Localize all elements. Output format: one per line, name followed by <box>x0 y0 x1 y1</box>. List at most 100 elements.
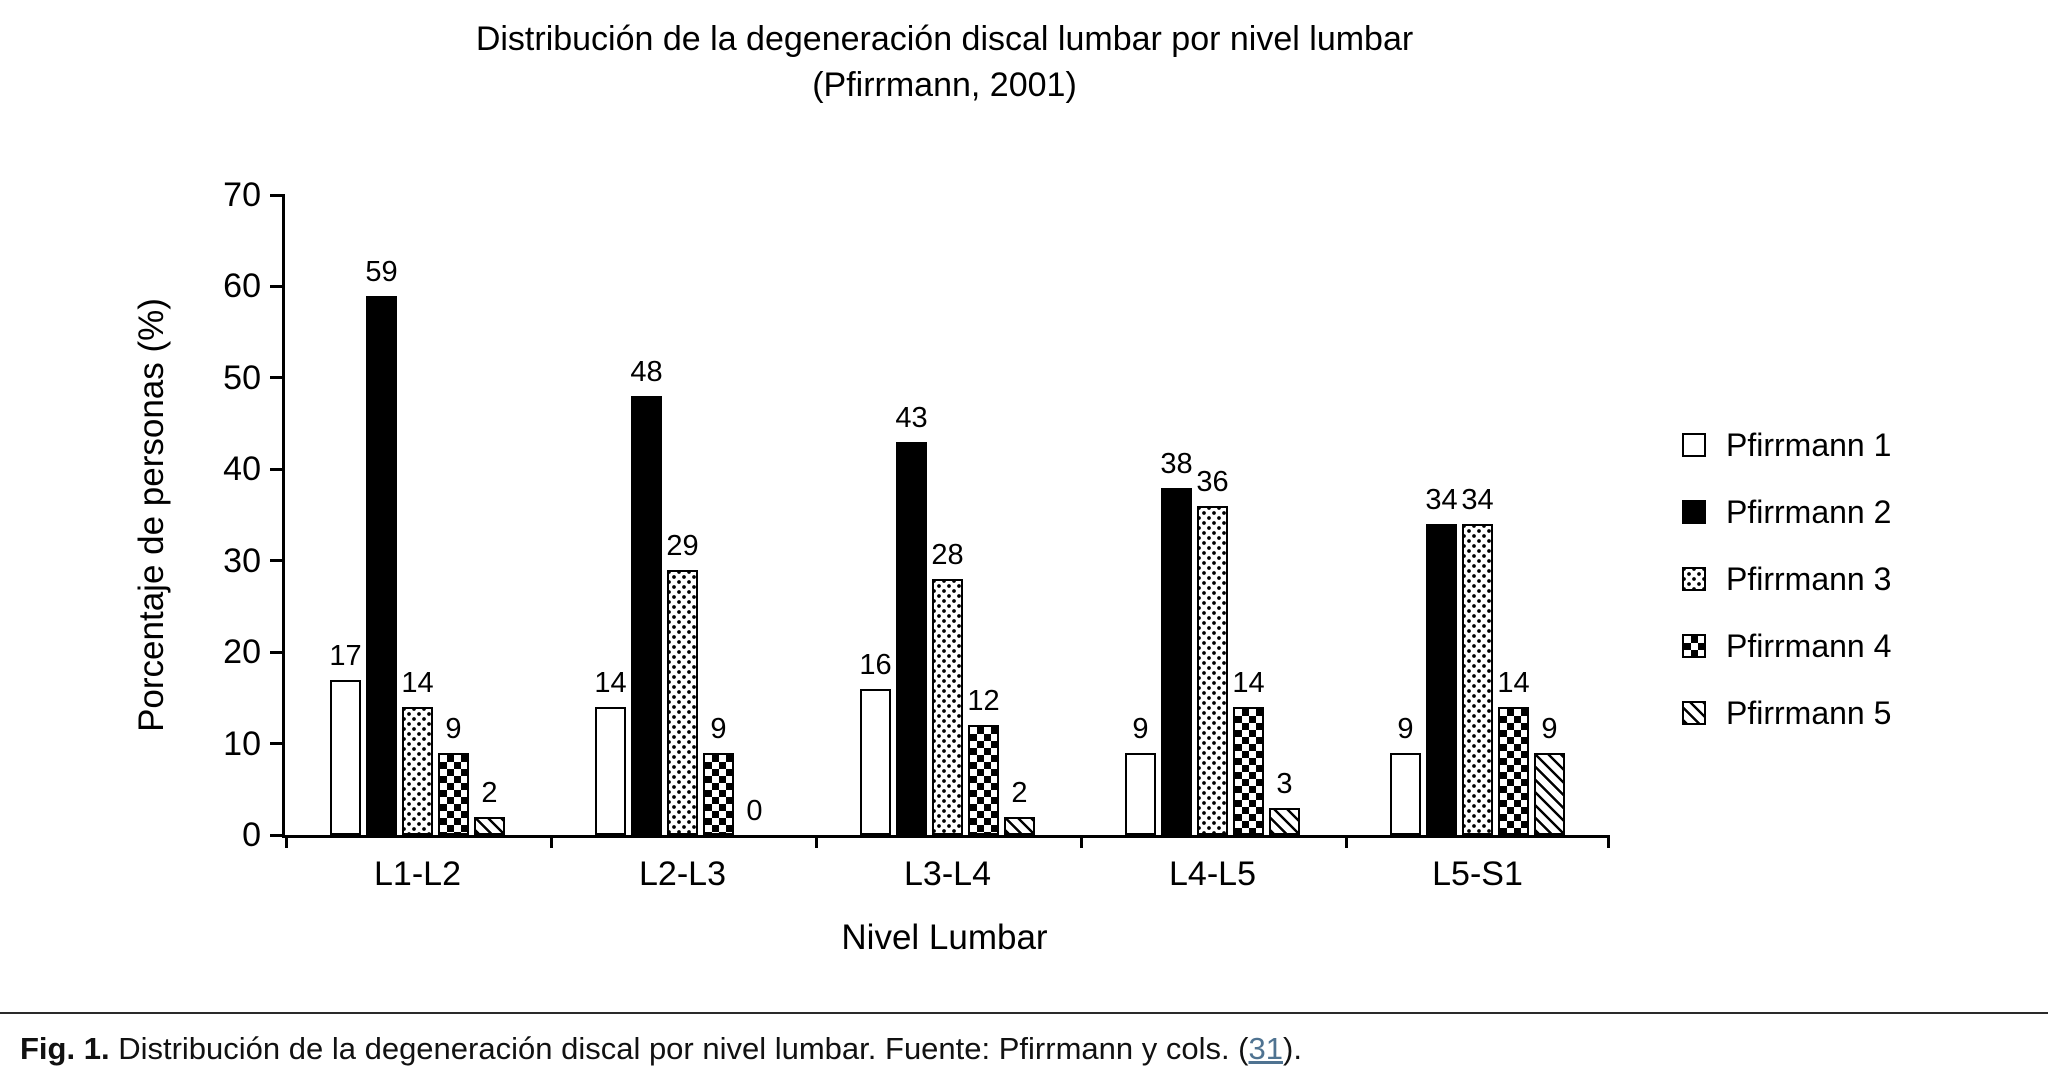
bar-value-label: 3 <box>1276 767 1293 800</box>
legend-item-pfirrmann-2: Pfirrmann 2 <box>1682 495 1891 529</box>
bar-pfirrmann-2-l5-s1 <box>1426 524 1457 835</box>
y-axis-tick-label: 50 <box>223 358 261 397</box>
bar-pfirrmann-4-l3-l4 <box>968 725 999 835</box>
legend-item-pfirrmann-5: Pfirrmann 5 <box>1682 696 1891 730</box>
y-axis-tick-label: 40 <box>223 450 261 489</box>
legend-item-pfirrmann-3: Pfirrmann 3 <box>1682 562 1891 596</box>
bar-pfirrmann-5-l1-l2 <box>474 816 505 835</box>
y-axis-title: Porcentaje de personas (%) <box>132 298 171 732</box>
bar-value-label: 14 <box>401 667 434 699</box>
x-axis-title: Nivel Lumbar <box>841 918 1048 957</box>
bar-pfirrmann-2-l4-l5 <box>1161 487 1192 835</box>
bar-value-label: 9 <box>1132 712 1149 745</box>
bar-pfirrmann-4-l4-l5 <box>1233 707 1264 835</box>
bar-pfirrmann-1-l2-l3 <box>595 707 626 835</box>
x-axis-tick-label-l3-l4: L3-L4 <box>904 855 991 893</box>
bar-value-label: 34 <box>1425 484 1458 517</box>
y-axis-tick-label: 0 <box>242 816 261 854</box>
legend-item-pfirrmann-1: Pfirrmann 1 <box>1682 428 1891 462</box>
bar-pfirrmann-4-l2-l3 <box>703 752 734 835</box>
bar-value-label: 14 <box>1232 667 1265 699</box>
bar-value-label: 12 <box>967 685 1000 718</box>
caption-figure-label: Fig. 1. <box>20 1031 110 1066</box>
x-axis-tick-mark <box>285 835 288 848</box>
y-axis-tick-label: 70 <box>223 176 261 214</box>
y-axis-tick-label: 20 <box>223 633 261 672</box>
bar-value-label: 9 <box>1541 712 1558 745</box>
legend-marker-solid-icon <box>1682 500 1706 524</box>
y-axis-tick-mark <box>270 742 285 746</box>
legend-marker-plain-icon <box>1682 433 1706 457</box>
x-axis-tick-mark <box>550 835 553 848</box>
y-axis-tick-mark <box>270 376 285 380</box>
bar-value-label: 2 <box>1011 776 1028 809</box>
legend-marker-dots-icon <box>1682 567 1706 591</box>
bar-value-label: 59 <box>365 255 398 288</box>
plot-area: 0 10 20 30 40 50 60 70 L1-L2 17 59 14 9 2 L2-L3 14 48 29 9… <box>223 176 1610 893</box>
caption-divider-line <box>0 1012 2048 1014</box>
caption-text-suffix: ). <box>1283 1031 1302 1066</box>
bar-pfirrmann-2-l3-l4 <box>896 441 927 835</box>
legend-label: Pfirrmann 2 <box>1726 494 1892 530</box>
chart-title-line1: Distribución de la degeneración discal l… <box>475 20 1414 58</box>
y-axis-tick-mark <box>270 284 285 288</box>
bar-value-label: 14 <box>1497 667 1530 699</box>
bar-pfirrmann-2-l2-l3 <box>631 396 662 835</box>
bar-pfirrmann-3-l2-l3 <box>667 569 698 835</box>
x-axis-tick-mark <box>1345 835 1348 848</box>
bar-value-label: 17 <box>329 639 362 672</box>
caption-reference-link[interactable]: 31 <box>1248 1031 1283 1066</box>
legend-label: Pfirrmann 5 <box>1726 695 1892 731</box>
bar-value-label: 0 <box>746 795 763 827</box>
y-axis-tick-mark <box>270 833 285 837</box>
bar-pfirrmann-3-l4-l5 <box>1197 505 1228 835</box>
bar-value-label: 2 <box>481 776 498 809</box>
x-axis-tick-label-l5-s1: L5-S1 <box>1432 855 1523 893</box>
bar-pfirrmann-1-l1-l2 <box>330 679 361 835</box>
bar-value-label: 29 <box>666 529 699 562</box>
legend-item-pfirrmann-4: Pfirrmann 4 <box>1682 629 1891 663</box>
bar-value-label: 36 <box>1196 465 1229 498</box>
bar-pfirrmann-3-l1-l2 <box>402 707 433 835</box>
y-axis-tick-label: 10 <box>223 724 261 763</box>
bar-value-label: 16 <box>859 648 892 681</box>
bar-pfirrmann-5-l3-l4 <box>1004 816 1035 835</box>
y-axis-tick-label: 60 <box>223 267 261 306</box>
bar-value-label: 28 <box>931 539 964 571</box>
bar-pfirrmann-5-l4-l5 <box>1269 807 1300 835</box>
bar-value-label: 43 <box>895 401 928 434</box>
bar-pfirrmann-5-l5-s1 <box>1534 752 1565 835</box>
figure-caption: Fig. 1. Distribución de la degeneración … <box>20 1030 1302 1068</box>
chart-legend: Pfirrmann 1 Pfirrmann 2 Pfirrmann 3 Pfirrma… <box>1682 428 1891 763</box>
bar-pfirrmann-4-l5-s1 <box>1498 707 1529 835</box>
bar-pfirrmann-3-l3-l4 <box>932 579 963 835</box>
bar-value-label: 9 <box>445 712 462 745</box>
x-axis-tick-label-l2-l3: L2-L3 <box>639 855 726 893</box>
bar-value-label: 48 <box>630 356 663 389</box>
bar-pfirrmann-4-l1-l2 <box>438 752 469 835</box>
legend-label: Pfirrmann 4 <box>1726 628 1892 664</box>
y-axis-tick-mark <box>270 193 285 197</box>
bar-pfirrmann-2-l1-l2 <box>366 295 397 835</box>
legend-label: Pfirrmann 3 <box>1726 561 1892 597</box>
legend-label: Pfirrmann 1 <box>1726 427 1892 463</box>
bar-pfirrmann-1-l4-l5 <box>1125 752 1156 835</box>
legend-marker-checker-icon <box>1682 634 1706 658</box>
y-axis-tick-mark <box>270 650 285 654</box>
y-axis-tick-mark <box>270 467 285 471</box>
x-axis-tick-label-l4-l5: L4-L5 <box>1169 855 1256 893</box>
chart-title-line2: (Pfirrmann, 2001) <box>812 66 1077 104</box>
x-axis-tick-mark <box>815 835 818 848</box>
bar-value-label: 9 <box>710 712 727 745</box>
bar-value-label: 38 <box>1160 447 1193 480</box>
y-axis-tick-mark <box>270 559 285 563</box>
chart-title: Distribución de la degeneración discal l… <box>282 16 1607 108</box>
y-axis-tick-label: 30 <box>223 541 261 580</box>
x-axis-tick-mark <box>1080 835 1083 848</box>
x-axis-tick-mark <box>1607 835 1610 848</box>
legend-marker-diag-icon <box>1682 701 1706 725</box>
bar-pfirrmann-3-l5-s1 <box>1462 524 1493 835</box>
caption-text: Distribución de la degeneración discal p… <box>109 1031 1249 1066</box>
bar-pfirrmann-1-l3-l4 <box>860 688 891 835</box>
x-axis-tick-label-l1-l2: L1-L2 <box>374 855 461 893</box>
